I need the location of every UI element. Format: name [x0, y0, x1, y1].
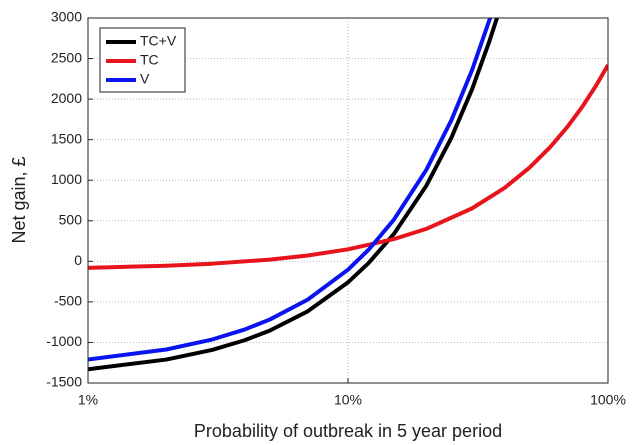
legend-label: TC+V: [140, 33, 177, 49]
x-tick-label: 1%: [78, 392, 98, 408]
y-tick-label: 1500: [51, 130, 82, 146]
series-line: [88, 18, 499, 372]
y-tick-label: 2500: [51, 49, 82, 65]
x-tick-label: 100%: [590, 392, 626, 408]
y-axis-label: Net gain, £: [9, 156, 29, 243]
legend-label: TC: [140, 52, 159, 68]
y-tick-label: 1000: [51, 171, 82, 187]
legend-label: V: [140, 71, 150, 87]
legend: TC+V TC V: [99, 27, 186, 93]
y-tick-label: -1000: [46, 333, 82, 349]
series-line: [88, 64, 608, 270]
labels: -1500 -1000 -500 0 500 1000 1500 2000 2500 3000 1%…: [46, 9, 626, 408]
x-tick-label: 10%: [334, 392, 362, 408]
plot-frame: [87, 17, 609, 384]
series-line: [88, 18, 492, 362]
y-tick-label: -1500: [46, 374, 82, 390]
y-tick-label: -500: [54, 293, 82, 309]
y-tick-label: 2000: [51, 90, 82, 106]
x-axis-label: Probability of outbreak in 5 year period: [194, 421, 502, 441]
lines: [88, 18, 608, 372]
y-tick-label: 500: [59, 211, 83, 227]
y-tick-label: 3000: [51, 9, 82, 25]
y-tick-label: 0: [74, 252, 82, 268]
